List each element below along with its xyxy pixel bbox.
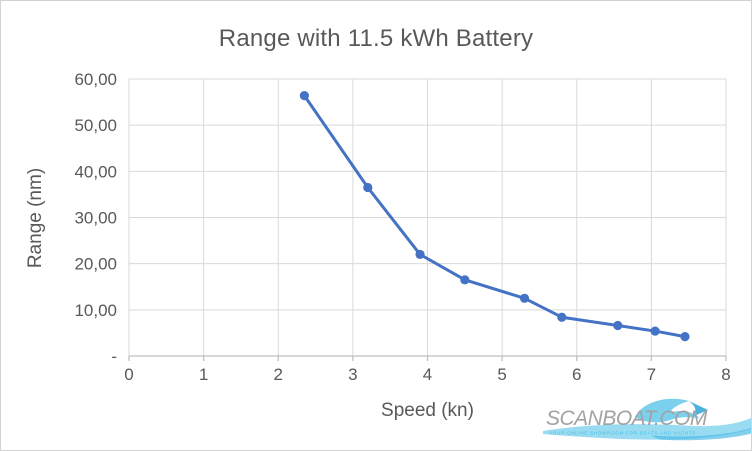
y-axis-title-box: Range (nm) <box>23 79 49 356</box>
y-tick-label: - <box>111 347 117 366</box>
y-tick-label: 60,00 <box>74 70 117 89</box>
wave-swoosh-dark-icon <box>651 428 751 441</box>
wave-swoosh-light-icon <box>543 418 751 440</box>
data-point-marker <box>460 275 470 285</box>
data-point-marker <box>680 332 690 342</box>
x-tick-label: 2 <box>274 365 283 384</box>
x-tick-label: 5 <box>497 365 506 384</box>
x-tick-label: 7 <box>647 365 656 384</box>
x-tick-label: 6 <box>572 365 581 384</box>
scanboat-logo-text: SCANBOAT.COM <box>546 407 708 430</box>
data-point-marker <box>299 91 309 101</box>
y-tick-label: 10,00 <box>74 301 117 320</box>
y-tick-label: 40,00 <box>74 162 117 181</box>
y-tick-label: 50,00 <box>74 116 117 135</box>
chart-title: Range with 11.5 kWh Battery <box>218 25 534 52</box>
scanboat-tagline: YOUR ONLINE SHOWROOM FOR BOATS AND YACHT… <box>549 431 696 436</box>
data-point-marker <box>557 312 567 322</box>
x-tick-label: 4 <box>423 365 432 384</box>
data-point-marker <box>415 249 425 260</box>
x-tick-label: 8 <box>721 365 730 384</box>
series-line <box>302 94 687 339</box>
data-point-marker <box>613 320 623 331</box>
data-point-marker <box>363 182 373 193</box>
x-tick-label: 3 <box>348 365 357 384</box>
y-axis-title: Range (nm) <box>25 167 47 268</box>
x-axis-title: Speed (kn) <box>381 400 474 421</box>
scanboat-watermark: SCANBOAT.COM YOUR ONLINE SHOWROOM FOR BO… <box>543 398 751 441</box>
data-point-marker <box>519 293 530 303</box>
y-tick-label: 30,00 <box>74 209 117 228</box>
wave-crest-icon <box>635 398 700 423</box>
x-tick-label: 1 <box>199 365 208 384</box>
wave-crest-tip-icon <box>689 401 708 417</box>
data-point-marker <box>650 326 660 336</box>
y-tick-label: 20,00 <box>74 255 117 274</box>
x-tick-label: 0 <box>124 365 133 384</box>
